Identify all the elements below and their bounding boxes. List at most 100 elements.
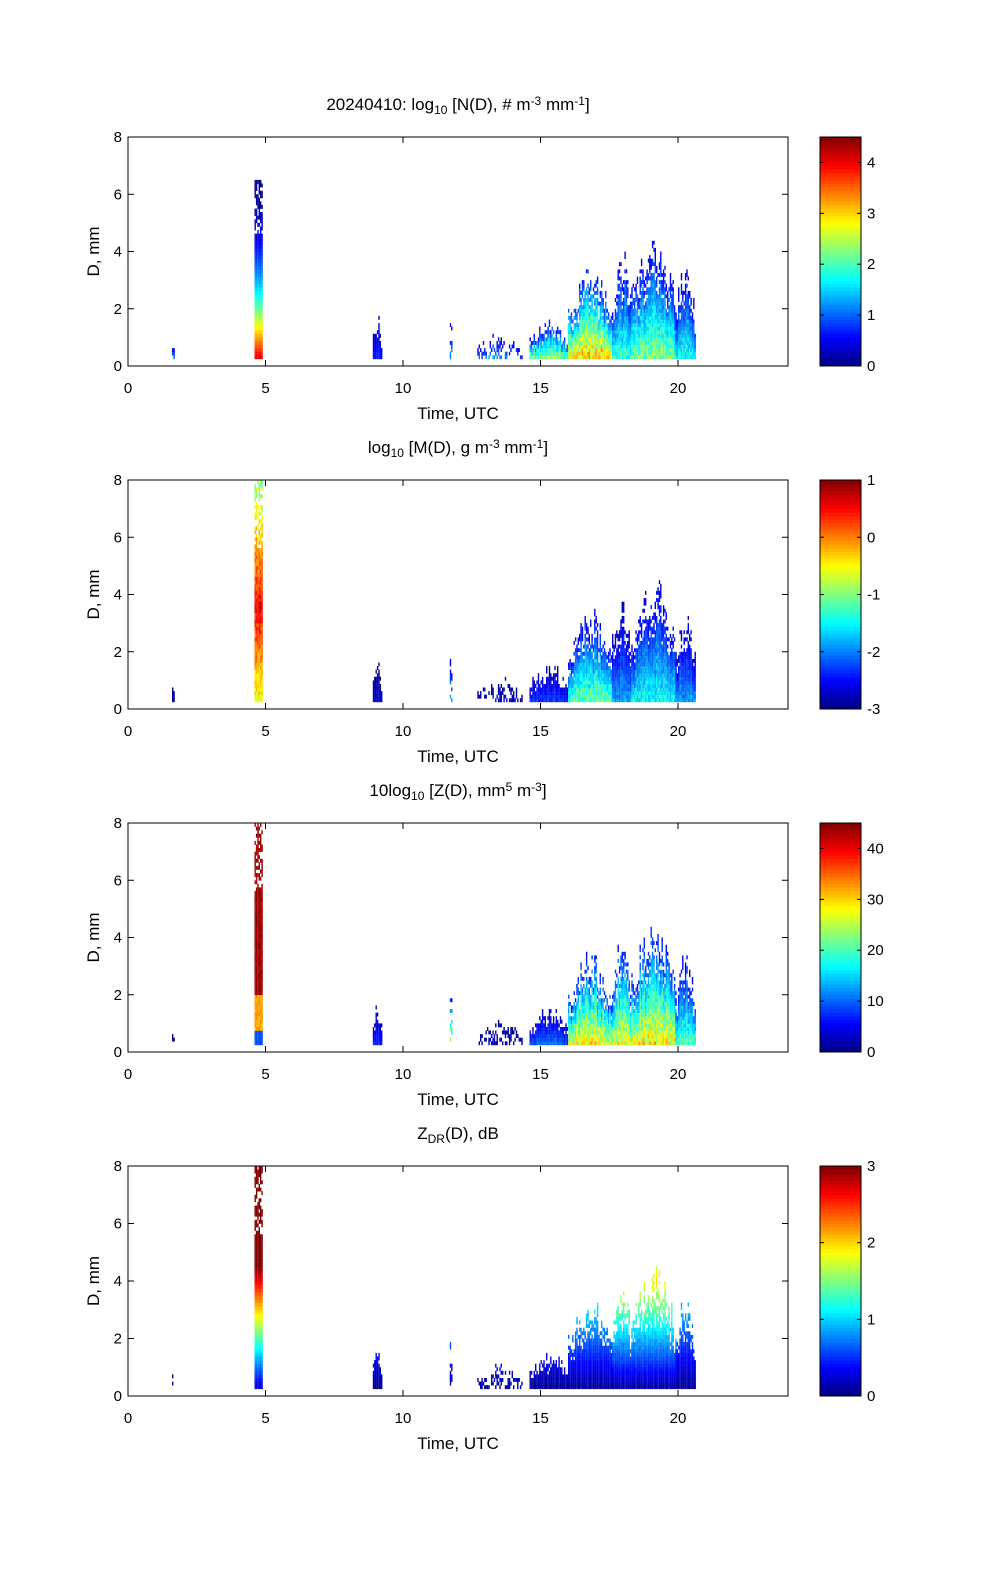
heatmap-cell <box>594 630 596 635</box>
heatmap-cell <box>664 644 666 649</box>
heatmap-cell <box>500 691 502 695</box>
heatmap-cell <box>625 648 628 653</box>
heatmap-cell <box>635 662 637 667</box>
heatmap-cell <box>590 348 592 352</box>
heatmap-cell <box>653 301 655 306</box>
heatmap-cell <box>577 641 579 645</box>
heatmap-cell <box>599 655 601 660</box>
heatmap-cell <box>574 658 577 663</box>
heatmap-cell <box>693 684 695 688</box>
heatmap-cell <box>254 537 256 542</box>
heatmap-cell <box>667 626 669 631</box>
heatmap-cell <box>254 562 256 567</box>
heatmap-cell <box>650 308 652 313</box>
heatmap-cell <box>570 691 573 695</box>
heatmap-cell <box>261 680 263 685</box>
heatmap-cell <box>651 276 654 281</box>
colorbar-swatch <box>820 547 861 552</box>
heatmap-cell <box>258 658 260 663</box>
heatmap-cell <box>605 680 607 685</box>
heatmap-cell <box>581 651 584 656</box>
heatmap-cell <box>594 680 596 685</box>
heatmap-cell <box>629 680 632 685</box>
heatmap-cell <box>574 637 577 642</box>
heatmap-cell <box>646 337 648 342</box>
heatmap-cell <box>658 333 661 338</box>
heatmap-cell <box>675 333 677 338</box>
heatmap-cell <box>591 633 593 638</box>
heatmap-cell <box>651 655 654 660</box>
heatmap-cell <box>594 351 596 356</box>
heatmap-cell <box>638 344 640 349</box>
heatmap-cell <box>576 351 578 356</box>
heatmap-cell <box>684 355 687 360</box>
heatmap-cell <box>627 687 629 692</box>
heatmap-cell <box>653 330 655 335</box>
heatmap-cell <box>689 344 691 349</box>
heatmap-cell <box>650 298 652 302</box>
heatmap-cell <box>668 315 670 320</box>
heatmap-cell <box>651 305 654 310</box>
heatmap-cell <box>645 655 647 660</box>
heatmap-cell <box>257 312 259 317</box>
heatmap-cell <box>602 337 604 342</box>
heatmap-cell <box>656 308 658 313</box>
heatmap-cell <box>592 315 595 320</box>
heatmap-cell <box>570 333 573 338</box>
heatmap-cell <box>572 662 574 667</box>
heatmap-cell <box>653 623 655 627</box>
heatmap-cell <box>588 337 590 342</box>
y-tick-label: 8 <box>114 129 122 146</box>
heatmap-cell <box>580 312 582 317</box>
heatmap-cell <box>642 641 644 645</box>
heatmap-cell <box>258 273 260 277</box>
colorbar-swatch <box>820 576 861 581</box>
heatmap-cell <box>261 684 263 688</box>
heatmap-cell <box>658 290 661 295</box>
heatmap-cell <box>676 326 678 331</box>
heatmap-cell <box>636 337 639 342</box>
colorbar-swatch <box>820 187 861 192</box>
heatmap-cell <box>260 580 262 585</box>
heatmap-cell <box>583 669 585 674</box>
heatmap-cell <box>260 251 262 256</box>
heatmap-cell <box>640 301 643 306</box>
heatmap-cell <box>668 637 670 642</box>
heatmap-cell <box>635 684 637 688</box>
heatmap-cell <box>679 698 681 703</box>
heatmap-cell <box>627 641 629 645</box>
heatmap-cell <box>478 344 480 349</box>
heatmap-cell <box>449 694 452 699</box>
heatmap-cell <box>679 323 681 327</box>
heatmap-cell <box>623 308 625 313</box>
heatmap-cell <box>610 676 612 681</box>
heatmap-cell <box>570 337 573 342</box>
heatmap-cell <box>613 658 615 663</box>
colorbar-tick-label: 0 <box>867 358 875 375</box>
heatmap-cell <box>594 623 596 627</box>
heatmap-cell <box>672 294 674 299</box>
heatmap-cell <box>676 662 678 667</box>
heatmap-cell <box>656 276 658 281</box>
heatmap-cell <box>261 669 263 674</box>
heatmap-cell <box>255 212 258 216</box>
heatmap-cell <box>544 694 546 699</box>
heatmap-cell <box>687 323 689 327</box>
heatmap-cell <box>261 637 263 642</box>
heatmap-cell <box>605 319 607 324</box>
heatmap-cell <box>613 333 615 338</box>
heatmap-cell <box>579 691 581 695</box>
heatmap-cell <box>667 658 669 663</box>
heatmap-cell <box>255 858 258 863</box>
heatmap-cell <box>623 319 625 324</box>
heatmap-cell <box>580 698 582 703</box>
heatmap-cell <box>255 319 258 324</box>
heatmap-cell <box>687 330 689 335</box>
heatmap-cell <box>532 348 534 352</box>
heatmap-cell <box>603 673 606 678</box>
heatmap-cell <box>591 666 593 670</box>
heatmap-cell <box>485 694 487 699</box>
heatmap-cell <box>595 351 597 356</box>
heatmap-cell <box>651 687 654 692</box>
heatmap-cell <box>581 633 584 638</box>
